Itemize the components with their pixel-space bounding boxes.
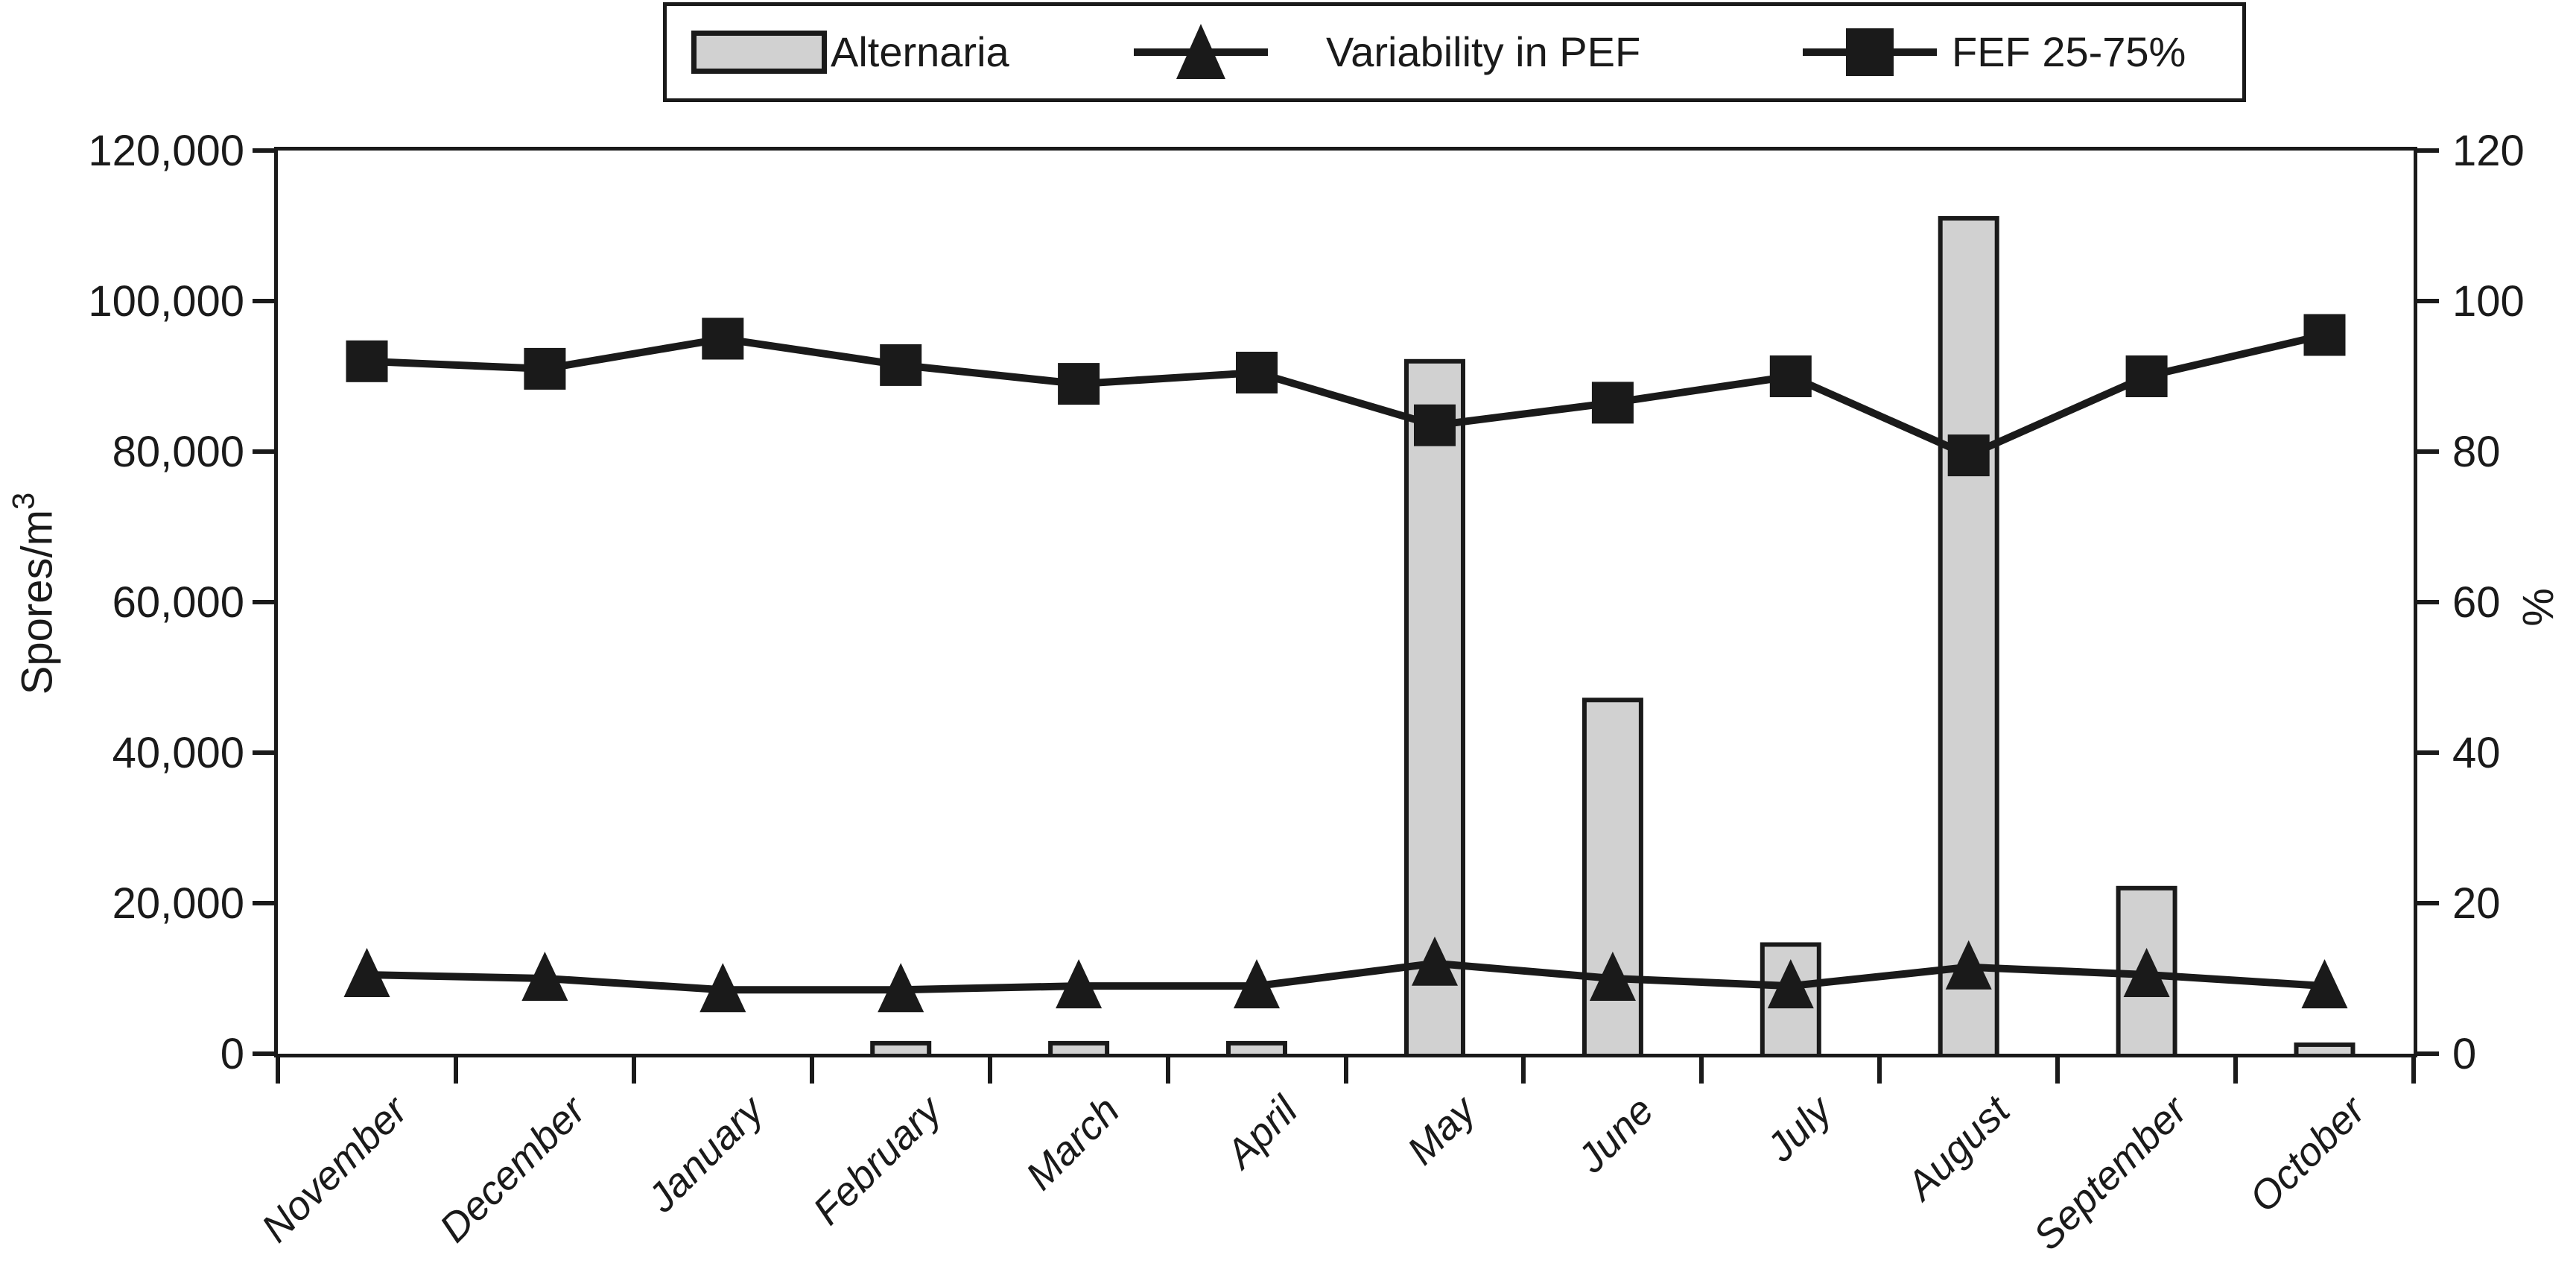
- marker-square-august: [1947, 434, 1990, 477]
- marker-square-november: [346, 340, 388, 382]
- x-label-september: September: [2025, 1087, 2196, 1259]
- marker-square-february: [880, 344, 922, 386]
- x-axis-tick-11: [2233, 1054, 2239, 1084]
- bar-april: [1226, 1040, 1287, 1054]
- y-left-label-0: 0: [220, 1030, 244, 1078]
- y-right-label-0: 0: [2452, 1030, 2477, 1078]
- y-right-tick-0: [2414, 1051, 2439, 1056]
- y-right-label-80: 80: [2452, 428, 2501, 476]
- y-left-tick-120-000: [253, 148, 278, 153]
- y-right-label-60: 60: [2452, 578, 2501, 627]
- y-left-tick-20-000: [253, 901, 278, 905]
- y-left-label-20-000: 20,000: [112, 879, 244, 928]
- y-left-tick-60-000: [253, 600, 278, 604]
- x-axis-tick-3: [809, 1054, 814, 1084]
- y-right-label-100: 100: [2452, 277, 2525, 326]
- y-left-label-80-000: 80,000: [112, 428, 244, 476]
- x-axis-tick-5: [1165, 1054, 1170, 1084]
- bar-august: [1938, 215, 1999, 1054]
- x-axis-tick-6: [1343, 1054, 1348, 1084]
- marker-triangle-february: [878, 963, 924, 1013]
- legend-label-fef-25-75: FEF 25-75%: [1952, 28, 2186, 75]
- y-right-tick-20: [2414, 901, 2439, 905]
- marker-triangle-march: [1056, 959, 1103, 1009]
- y-left-label-100-000: 100,000: [88, 277, 244, 326]
- y-right-tick-60: [2414, 600, 2439, 604]
- y-axis-title-right: %: [2514, 588, 2563, 627]
- legend-bar-swatch-icon: [691, 31, 827, 74]
- legend-square-icon: [1803, 28, 1937, 76]
- x-axis-tick-10: [2055, 1054, 2061, 1084]
- marker-square-june: [1591, 382, 1634, 424]
- x-label-october: October: [2241, 1087, 2374, 1221]
- y-right-tick-100: [2414, 299, 2439, 303]
- y-right-tick-120: [2414, 148, 2439, 153]
- y-right-label-40: 40: [2452, 729, 2501, 777]
- marker-square-april: [1236, 352, 1278, 393]
- legend-triangle-icon: [1134, 24, 1268, 79]
- y-left-tick-80-000: [253, 449, 278, 454]
- marker-square-december: [524, 347, 566, 390]
- x-axis-tick-9: [1877, 1054, 1882, 1084]
- y-left-tick-40-000: [253, 750, 278, 755]
- y-axis-title-left: Spores/m3: [5, 492, 62, 695]
- line-variability-in-pef: [367, 959, 2325, 994]
- x-axis-tick-8: [1699, 1054, 1704, 1084]
- legend-label-variability-in-pef: Variability in PEF: [1326, 28, 1641, 75]
- x-label-may: May: [1398, 1087, 1485, 1174]
- marker-triangle-july: [1767, 959, 1814, 1009]
- y-right-label-120: 120: [2452, 127, 2525, 175]
- marker-square-may: [1414, 404, 1456, 446]
- y-right-tick-40: [2414, 750, 2439, 755]
- x-label-august: August: [1897, 1087, 2019, 1209]
- marker-triangle-october: [2301, 959, 2348, 1009]
- bar-march: [1048, 1040, 1110, 1054]
- marker-square-january: [702, 317, 744, 360]
- y-left-label-120-000: 120,000: [88, 127, 244, 175]
- marker-triangle-june: [1589, 952, 1636, 1001]
- x-axis-tick-2: [631, 1054, 636, 1084]
- bar-february: [870, 1040, 932, 1054]
- x-label-february: February: [805, 1087, 951, 1234]
- x-axis-tick-7: [1521, 1054, 1526, 1084]
- x-axis-tick-4: [987, 1054, 992, 1084]
- marker-triangle-may: [1412, 936, 1458, 986]
- plot-area: [274, 147, 2417, 1057]
- marker-square-july: [1769, 355, 1812, 397]
- y-left-label-60-000: 60,000: [112, 578, 244, 627]
- y-left-tick-0: [253, 1051, 278, 1056]
- marker-triangle-november: [343, 948, 390, 997]
- x-label-november: November: [253, 1087, 416, 1251]
- marker-triangle-april: [1234, 959, 1280, 1009]
- x-label-july: July: [1757, 1087, 1841, 1171]
- marker-triangle-january: [699, 963, 746, 1013]
- y-left-tick-100-000: [253, 299, 278, 303]
- y-right-label-20: 20: [2452, 879, 2501, 928]
- marker-square-march: [1058, 363, 1100, 405]
- legend-label-alternaria: Alternaria: [831, 28, 1009, 75]
- marker-square-september: [2125, 355, 2168, 397]
- line-fef-25-75-: [367, 331, 2326, 460]
- x-label-april: April: [1217, 1087, 1307, 1177]
- x-axis-tick-0: [276, 1054, 280, 1084]
- x-label-march: March: [1017, 1087, 1129, 1199]
- x-label-january: January: [639, 1087, 773, 1221]
- marker-triangle-september: [2123, 948, 2170, 997]
- y-left-label-40-000: 40,000: [112, 729, 244, 777]
- marker-triangle-december: [521, 952, 568, 1001]
- marker-triangle-august: [1945, 940, 1992, 990]
- x-axis-tick-1: [453, 1054, 458, 1084]
- y-right-tick-80: [2414, 449, 2439, 454]
- x-label-june: June: [1568, 1087, 1663, 1182]
- bar-october: [2294, 1042, 2355, 1054]
- x-axis-tick-12: [2411, 1054, 2416, 1084]
- legend: Alternaria Variability in PEF FEF 25-75%: [663, 2, 2246, 102]
- marker-square-october: [2303, 314, 2346, 356]
- plot-canvas: [343, 215, 2355, 1054]
- x-label-december: December: [431, 1087, 594, 1251]
